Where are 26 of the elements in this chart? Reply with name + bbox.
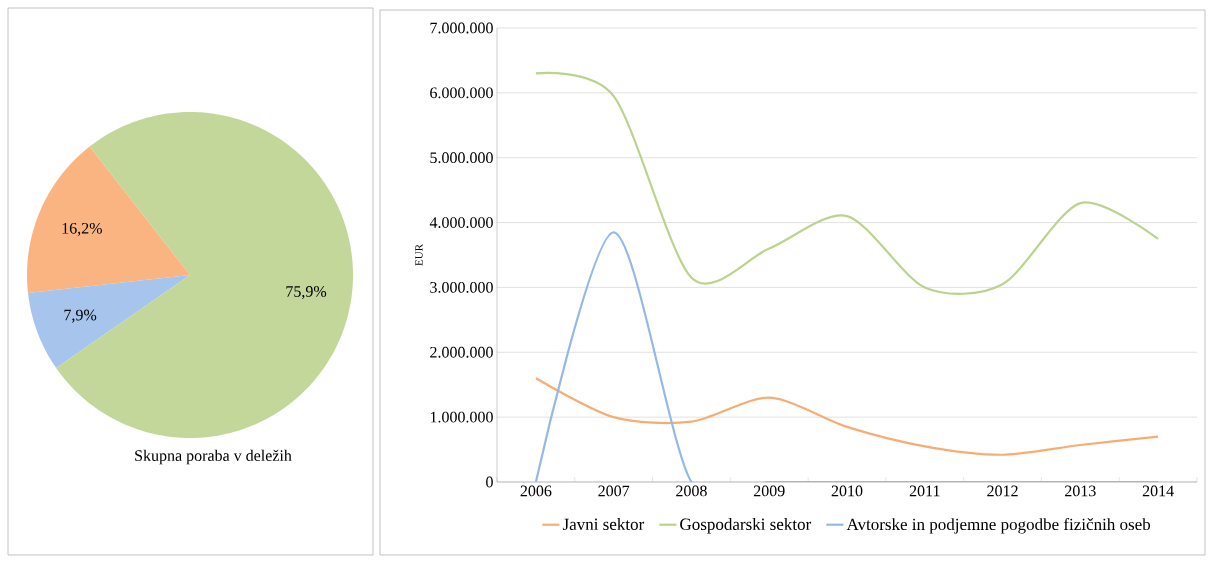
x-tick-label: 2007	[598, 485, 630, 497]
x-tick-label: 2008	[676, 485, 707, 497]
y-tick-label: 3.000.000	[430, 281, 493, 293]
y-tick-label: 5.000.000	[430, 152, 493, 164]
x-tick-label: 2013	[1065, 485, 1096, 497]
x-tick-label: 2011	[909, 485, 940, 497]
x-tick-label: 2009	[753, 485, 785, 497]
y-tick-label: 1.000.000	[430, 411, 493, 423]
legend-label: Avtorske in podjemne pogodbe fizičnih oseb	[846, 517, 1151, 534]
legend-label: Javni sektor	[562, 518, 645, 531]
x-tick-label: 2012	[987, 485, 1018, 497]
y-tick-label: 7.000.000	[430, 22, 493, 34]
line-series	[534, 377, 1160, 456]
text: Skupna poraba v deležih	[135, 449, 292, 465]
y-tick-label: 2.000.000	[430, 346, 493, 358]
x-tick-label: 2006	[520, 485, 552, 497]
data-label: 75,9%	[286, 286, 327, 300]
x-tick-label: 2010	[831, 485, 863, 497]
x-tick-label: 2014	[1142, 485, 1174, 497]
y-axis-title: EUR	[415, 244, 423, 266]
data-label: 7,9%	[64, 309, 97, 323]
y-tick-label: 0	[486, 476, 493, 488]
y-tick-label: 4.000.000	[429, 217, 493, 228]
legend-label: Gospodarski sektor	[680, 518, 812, 534]
y-tick-label: 6.000.000	[430, 87, 493, 99]
data-label: 16,2%	[62, 222, 102, 236]
